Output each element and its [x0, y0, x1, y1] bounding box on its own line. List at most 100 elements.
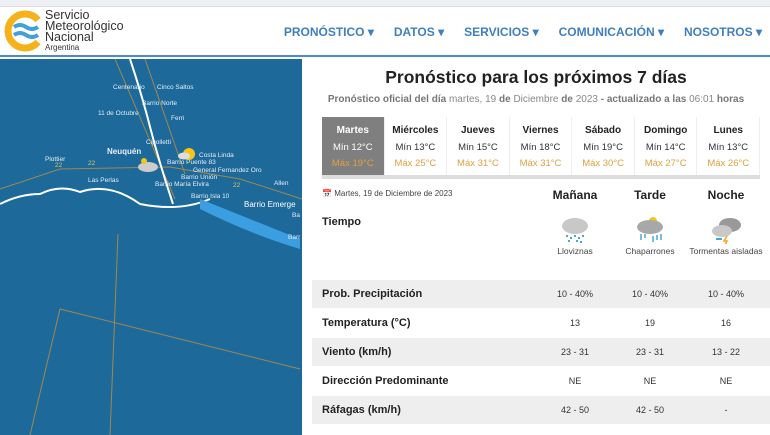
map-label: Cinco Saltos: [157, 84, 194, 91]
day-min: Mín 15°C: [458, 142, 498, 153]
map-label: Barrio María Elvira: [155, 181, 209, 188]
map-label: Barrio Puente 83: [167, 159, 216, 166]
day-max: Máx 27°C: [644, 158, 687, 169]
row-value: -: [724, 405, 728, 415]
row-value: 10 - 40%: [556, 289, 594, 299]
sub-text: de: [499, 94, 511, 105]
day-name: Martes: [336, 125, 369, 136]
day-max: Máx 19°C: [331, 158, 374, 169]
cloud-icon[interactable]: [138, 158, 158, 172]
row-value: 42 - 50: [635, 405, 665, 415]
day-name: Jueves: [460, 125, 495, 136]
sub-text: - actualizado a las: [600, 94, 687, 105]
table-row: Prob. Precipitación 10 - 40% 10 - 40% 10 - …: [312, 280, 770, 308]
sub-year: 2023: [575, 94, 598, 105]
map-label: Ba: [292, 212, 300, 219]
brand-line: Nacional: [45, 30, 94, 44]
nav-comunicacion[interactable]: COMUNICACIÓN ▾: [558, 25, 664, 39]
weather-text: Tormentas aisladas: [689, 246, 763, 256]
row-value: NE: [643, 376, 657, 386]
route-label: 22: [233, 182, 241, 189]
calendar-icon: 📅: [322, 189, 332, 198]
forecast-panel: Pronóstico para los próximos 7 días Pron…: [302, 59, 770, 435]
date-text: Martes, 19 de Diciembre de 2023: [334, 189, 453, 198]
forecast-map[interactable]: Centenario Cinco Saltos Barrio Norte 11 …: [0, 59, 302, 435]
sub-time: 06:01: [689, 94, 715, 105]
nav-datos[interactable]: DATOS ▾: [393, 25, 445, 39]
river: [0, 187, 211, 208]
row-value: NE: [719, 376, 733, 386]
row-value: 19: [644, 318, 655, 328]
table-row: Temperatura (°C) 13 19 16: [312, 309, 770, 337]
road: [29, 308, 301, 435]
day-min: Mín 13°C: [708, 142, 749, 153]
day-min: Mín 19°C: [583, 142, 623, 153]
day-name: Lunes: [713, 125, 743, 136]
row-value: 23 - 31: [560, 347, 590, 357]
table-row: Viento (km/h) 23 - 31 23 - 31 13 - 22: [312, 338, 770, 366]
brand-line: Meteorológico: [45, 19, 124, 33]
brand-name: Servicio Meteorológico Nacional Argentin…: [45, 9, 124, 53]
period-header: Mañana: [552, 188, 598, 202]
road: [114, 59, 176, 200]
day-tab[interactable]: Martes Mín 12°C Máx 19°C: [322, 117, 385, 175]
table-row: Dirección Predominante NE NE NE: [312, 367, 770, 395]
map-label: Las Perlas: [88, 177, 119, 184]
day-max: Máx 31°C: [457, 158, 499, 169]
route-label: 22: [55, 162, 63, 169]
map-label: Barrio Isla 10: [191, 193, 230, 200]
road: [0, 166, 302, 200]
showers-sun-icon: [637, 217, 663, 242]
day-tab[interactable]: Miércoles Mín 13°C Máx 25°C: [385, 117, 448, 175]
map-label: Barr: [288, 234, 301, 241]
sub-text: de: [561, 94, 573, 105]
row-label: Ráfagas (km/h): [322, 404, 401, 416]
map-label: Cipolletti: [146, 139, 171, 146]
thunderstorm-icon: [712, 218, 741, 244]
map-label: Centenario: [113, 84, 145, 91]
map-label: Barrio Emerge: [244, 200, 296, 209]
day-tab[interactable]: Sábado Mín 19°C Máx 30°C: [572, 117, 635, 175]
row-value: 16: [720, 318, 731, 328]
lake: [200, 199, 300, 249]
day-min: Mín 18°C: [520, 142, 561, 153]
nav-servicios[interactable]: SERVICIOS ▾: [464, 25, 539, 39]
period-header: Tarde: [634, 188, 666, 202]
site-header: Servicio Meteorológico Nacional Argentin…: [0, 7, 770, 57]
row-label: Dirección Predominante: [322, 375, 449, 387]
map-label: Barrio Unión: [181, 174, 218, 181]
day-tab[interactable]: Lunes Mín 13°C Máx 26°C: [697, 117, 761, 175]
day-tab[interactable]: Jueves Mín 15°C Máx 31°C: [447, 117, 510, 175]
day-name: Viernes: [522, 125, 559, 136]
sun-cloud-icon[interactable]: [178, 148, 195, 160]
brand-sub: Argentina: [45, 43, 80, 52]
map-label: Barrio Norte: [142, 100, 177, 107]
sub-text: horas: [716, 94, 745, 105]
map-label: Ferri: [171, 115, 184, 122]
road: [144, 59, 186, 175]
day-max: Máx 30°C: [582, 158, 625, 169]
nav-pronostico[interactable]: PRONÓSTICO ▾: [283, 25, 374, 39]
day-tab[interactable]: Domingo Mín 14°C Máx 27°C: [635, 117, 698, 175]
road: [109, 233, 119, 435]
period-header: Noche: [707, 188, 745, 202]
row-label: Temperatura (°C): [322, 317, 411, 329]
map-label: Allen: [274, 180, 289, 187]
row-value: 23 - 31: [635, 347, 665, 357]
row-value: 42 - 50: [560, 405, 590, 415]
sub-date: martes, 19: [448, 94, 497, 105]
selected-date: 📅 Martes, 19 de Diciembre de 2023: [322, 189, 453, 198]
drizzle-icon: [562, 218, 588, 243]
day-tab[interactable]: Viernes Mín 18°C Máx 31°C: [510, 117, 573, 175]
nav-nosotros[interactable]: NOSOTROS ▾: [683, 25, 762, 39]
map-label: 11 de Octubre: [98, 110, 139, 117]
smn-logo[interactable]: [2, 10, 44, 52]
row-value: 10 - 40%: [707, 289, 745, 299]
tiempo-label: Tiempo: [322, 216, 361, 228]
weather-text: Chaparrones: [625, 246, 675, 256]
day-name: Sábado: [585, 125, 622, 136]
table-row: Ráfagas (km/h) 42 - 50 42 - 50 -: [312, 396, 770, 424]
sub-month: Diciembre: [513, 94, 559, 105]
day-min: Mín 14°C: [645, 142, 686, 153]
weather-cell: Tormentas aisladas: [686, 216, 766, 257]
